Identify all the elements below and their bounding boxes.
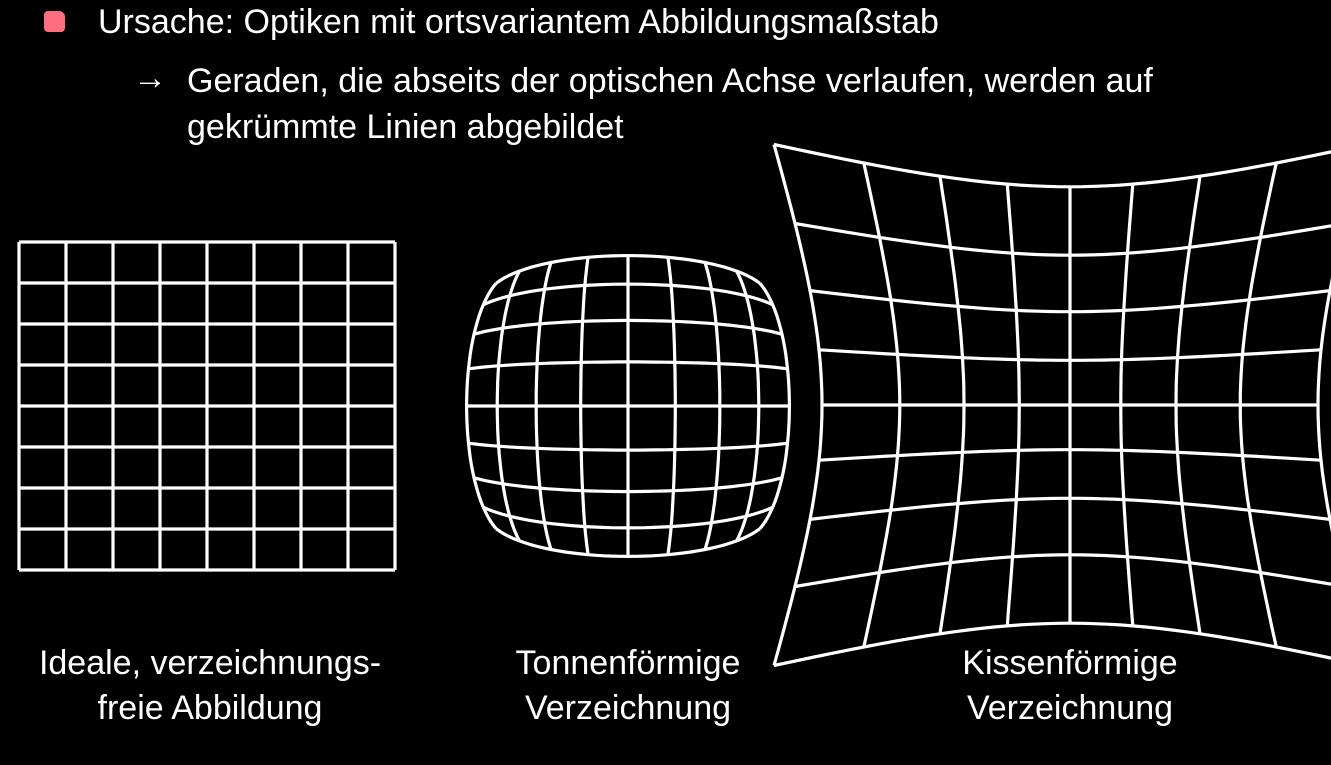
pincushion-grid-vertical-line [772,144,824,666]
arrow-icon: → [133,59,167,97]
bullet-text: Ursache: Optiken mit ortsvariantem Abbil… [98,3,939,41]
pincushion-grid-horizontal-line [773,142,1331,189]
caption-pincushion-line1: Kissenförmige [962,644,1178,682]
pincushion-grid-vertical-line [1174,175,1202,635]
barrel-grid-vertical-line [735,270,761,542]
barrel-distortion-grid [465,254,791,558]
barrel-grid-vertical-line [579,257,590,555]
pincushion-grid-vertical-line [1316,277,1331,533]
pincushion-grid-vertical-line [1238,162,1278,648]
sub-bullet-text: Geraden, die abseits der optischen Achse… [187,62,1153,146]
barrel-grid-vertical-line [703,262,722,550]
caption-ideal: Ideale, verzeichnungs- freie Abbildung [0,641,420,731]
pincushion-grid-vertical-line [862,162,902,648]
pincushion-grid-vertical-line [938,175,966,635]
caption-pincushion: Kissenförmige Verzeichnung [890,641,1250,731]
bullet-marker [44,11,65,32]
barrel-grid-vertical-line [666,257,677,555]
ideal-grid [17,240,397,572]
caption-barrel: Tonnenförmige Verzeichnung [460,641,796,731]
pincushion-grid-vertical-line [1005,183,1021,627]
pincushion-grid-vertical-line [1119,183,1135,627]
pincushion-grid-horizontal-line [794,221,1331,257]
caption-ideal-line2: freie Abbildung [97,689,323,727]
caption-ideal-line1: Ideale, verzeichnungs- [38,644,382,682]
pincushion-grid-horizontal-line [794,553,1331,589]
caption-pincushion-line2: Verzeichnung [966,689,1174,727]
barrel-grid-vertical-line [758,282,791,530]
barrel-grid-vertical-line [534,262,553,550]
barrel-grid-vertical-line [465,282,498,530]
caption-barrel-line2: Verzeichnung [524,689,732,727]
pincushion-distortion-grid [772,142,1331,668]
caption-barrel-line1: Tonnenförmige [515,644,741,682]
barrel-grid-vertical-line [495,270,521,542]
